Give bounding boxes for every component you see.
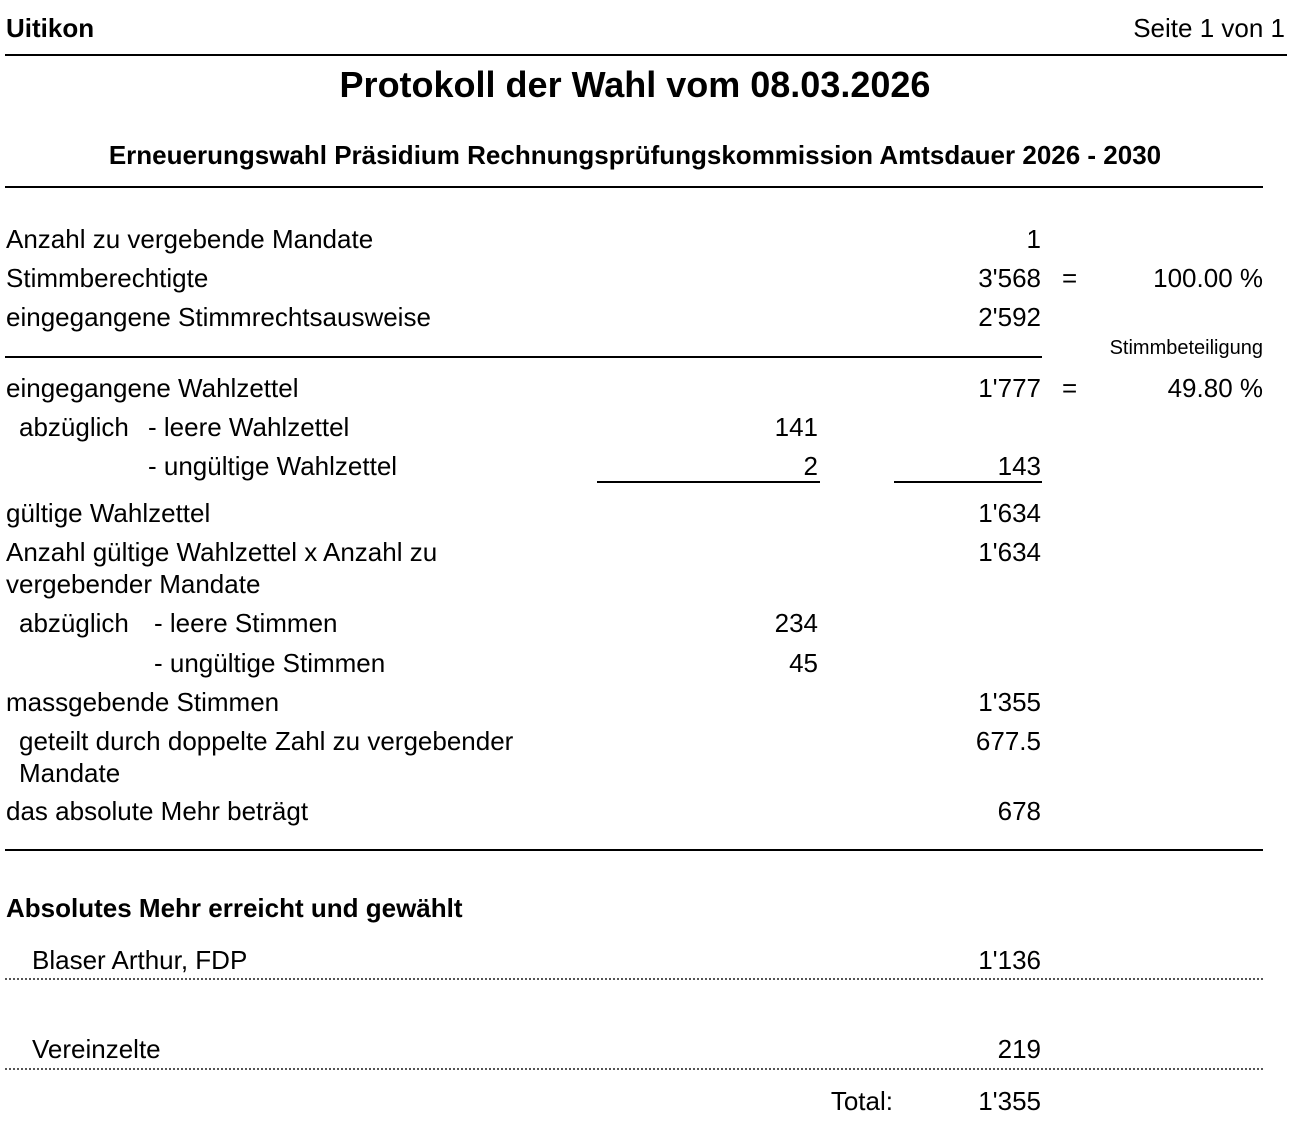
row-label: - leere Wahlzettel: [148, 412, 350, 442]
rule: [5, 54, 1287, 56]
row-label: eingegangene Wahlzettel: [6, 373, 299, 403]
row-total: 2'592: [978, 302, 1041, 332]
rule: [5, 849, 1263, 851]
row-label: eingegangene Stimmrechtsausweise: [6, 302, 431, 332]
candidate-votes: 1'136: [978, 945, 1041, 975]
dotted-rule: [5, 1068, 1263, 1070]
row-total: 143: [997, 451, 1041, 481]
row-total: 678: [997, 796, 1041, 826]
row-label: Anzahl gültige Wahlzettel x Anzahl zu ve…: [6, 537, 438, 599]
row-total: 1'355: [978, 687, 1041, 717]
percent: 100.00 %: [1153, 263, 1263, 293]
row-amount: 234: [774, 608, 818, 638]
row-prefix: abzüglich: [19, 412, 129, 442]
turnout-label: Stimmbeteiligung: [1109, 337, 1263, 359]
row-label: gültige Wahlzettel: [6, 498, 211, 528]
result-heading: Absolutes Mehr erreicht und gewählt: [6, 893, 463, 923]
row-prefix: abzüglich: [19, 608, 129, 638]
equals-sign: =: [1062, 263, 1078, 293]
row-label: - ungültige Wahlzettel: [148, 451, 398, 481]
row-label: massgebende Stimmen: [6, 687, 280, 717]
row-label: Anzahl zu vergebende Mandate: [6, 224, 374, 254]
equals-sign: =: [1062, 373, 1078, 403]
rule: [597, 481, 820, 483]
row-total: 677.5: [975, 726, 1041, 756]
total-label: Total:: [830, 1086, 893, 1116]
row-label: das absolute Mehr beträgt: [6, 796, 309, 826]
subtitle: Erneuerungswahl Präsidium Rechnungsprüfu…: [108, 140, 1162, 170]
rule: [894, 481, 1042, 483]
dotted-rule: [5, 978, 1263, 980]
candidate-name: Blaser Arthur, FDP: [32, 945, 248, 975]
title: Protokoll der Wahl vom 08.03.2026: [339, 64, 931, 105]
row-amount: 45: [789, 648, 818, 678]
page-number: Seite 1 von 1: [1133, 13, 1285, 43]
municipality: Uitikon: [6, 13, 95, 43]
row-label: Stimmberechtigte: [6, 263, 209, 293]
row-total: 1'634: [978, 498, 1041, 528]
candidate-name: Vereinzelte: [32, 1034, 161, 1064]
row-total: 1'634: [978, 537, 1041, 567]
row-amount: 141: [774, 412, 818, 442]
row-amount: 2: [803, 451, 818, 481]
row-label: - ungültige Stimmen: [154, 648, 386, 678]
rule: [5, 186, 1263, 188]
row-total: 3'568: [978, 263, 1041, 293]
row-total: 1: [1026, 224, 1041, 254]
row-label: geteilt durch doppelte Zahl zu vergebend…: [19, 726, 514, 788]
total-value: 1'355: [978, 1086, 1041, 1116]
percent: 49.80 %: [1167, 373, 1263, 403]
row-total: 1'777: [978, 373, 1041, 403]
candidate-votes: 219: [997, 1034, 1041, 1064]
row-label: - leere Stimmen: [154, 608, 338, 638]
rule: [5, 356, 1042, 358]
